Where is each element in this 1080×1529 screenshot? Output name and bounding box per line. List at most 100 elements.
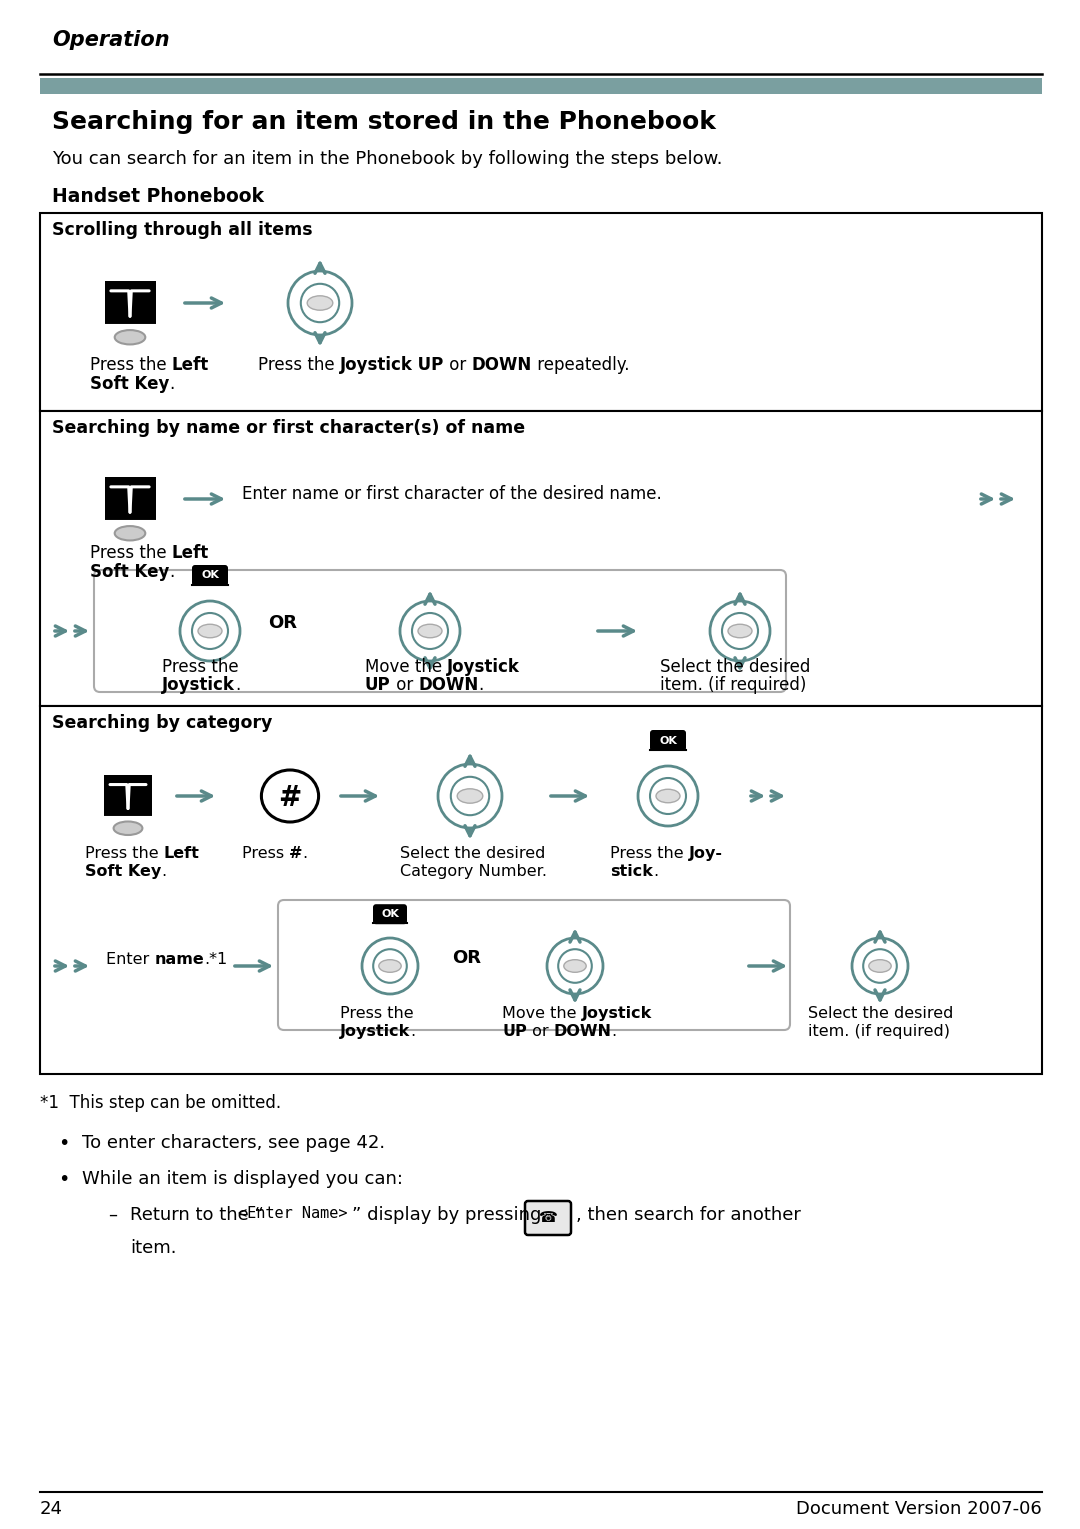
Text: Scrolling through all items: Scrolling through all items	[52, 222, 312, 239]
Text: .: .	[161, 864, 166, 879]
Text: Soft Key: Soft Key	[85, 864, 161, 879]
FancyBboxPatch shape	[40, 213, 1042, 411]
Text: Enter: Enter	[106, 953, 154, 966]
FancyBboxPatch shape	[104, 775, 152, 816]
Text: name: name	[154, 953, 204, 966]
FancyBboxPatch shape	[650, 729, 686, 751]
Circle shape	[558, 950, 592, 983]
Text: #: #	[279, 784, 301, 812]
FancyBboxPatch shape	[40, 706, 1042, 1073]
Text: .: .	[234, 676, 240, 694]
Circle shape	[863, 950, 896, 983]
FancyBboxPatch shape	[40, 411, 1042, 706]
Circle shape	[638, 766, 698, 826]
Text: item. (if required): item. (if required)	[808, 1024, 950, 1040]
Ellipse shape	[198, 624, 222, 638]
Circle shape	[650, 778, 686, 813]
Text: Left: Left	[172, 356, 210, 375]
Text: Joystick: Joystick	[582, 1006, 652, 1021]
Text: UP: UP	[502, 1024, 527, 1040]
Text: .: .	[611, 1024, 617, 1040]
Text: Left: Left	[164, 846, 200, 861]
Text: .: .	[302, 846, 308, 861]
Text: Move the: Move the	[365, 657, 447, 676]
Text: Select the desired: Select the desired	[400, 846, 545, 861]
Ellipse shape	[418, 624, 442, 638]
FancyBboxPatch shape	[105, 281, 156, 326]
Text: Press: Press	[242, 846, 289, 861]
Text: Document Version 2007-06: Document Version 2007-06	[796, 1500, 1042, 1518]
Text: Joystick: Joystick	[162, 676, 234, 694]
Text: Enter name or first character of the desired name.: Enter name or first character of the des…	[242, 485, 662, 503]
Circle shape	[450, 777, 489, 815]
Text: Select the desired: Select the desired	[660, 657, 810, 676]
Text: Return to the “: Return to the “	[130, 1206, 264, 1225]
Text: ” display by pressing: ” display by pressing	[352, 1206, 541, 1225]
FancyBboxPatch shape	[192, 566, 228, 586]
Ellipse shape	[728, 624, 752, 638]
Circle shape	[852, 937, 908, 994]
Text: Category Number.: Category Number.	[400, 864, 546, 879]
Ellipse shape	[261, 771, 319, 823]
Text: Joystick: Joystick	[340, 1024, 410, 1040]
Text: Press the: Press the	[85, 846, 164, 861]
Text: OK: OK	[201, 570, 219, 581]
Text: .: .	[170, 375, 175, 393]
Text: Move the: Move the	[502, 1006, 582, 1021]
Circle shape	[301, 284, 339, 323]
Text: OK: OK	[381, 910, 399, 919]
Text: Handset Phonebook: Handset Phonebook	[52, 187, 264, 206]
Text: Joy-: Joy-	[689, 846, 723, 861]
Ellipse shape	[457, 789, 483, 803]
Text: Press the: Press the	[90, 544, 172, 563]
Text: .: .	[653, 864, 658, 879]
Text: 24: 24	[40, 1500, 63, 1518]
Text: Operation: Operation	[52, 31, 170, 50]
Ellipse shape	[564, 960, 586, 972]
Text: To enter characters, see page 42.: To enter characters, see page 42.	[82, 1135, 386, 1151]
Text: .: .	[170, 563, 175, 581]
Text: OR: OR	[268, 615, 297, 631]
Text: DOWN: DOWN	[554, 1024, 611, 1040]
Circle shape	[438, 764, 502, 829]
FancyBboxPatch shape	[278, 901, 789, 1031]
Text: .*1: .*1	[204, 953, 228, 966]
Text: repeatedly.: repeatedly.	[531, 356, 630, 375]
Text: <Enter Name>: <Enter Name>	[238, 1206, 348, 1222]
Ellipse shape	[113, 821, 143, 835]
Text: •: •	[58, 1170, 69, 1190]
Circle shape	[710, 601, 770, 661]
Text: Searching by category: Searching by category	[52, 714, 272, 732]
Circle shape	[288, 271, 352, 335]
FancyBboxPatch shape	[105, 477, 156, 521]
Text: .: .	[478, 676, 484, 694]
Text: .: .	[410, 1024, 416, 1040]
Text: Soft Key: Soft Key	[90, 375, 170, 393]
Text: Press the: Press the	[340, 1006, 414, 1021]
Ellipse shape	[656, 789, 680, 803]
Text: Press the: Press the	[258, 356, 340, 375]
Text: Searching by name or first character(s) of name: Searching by name or first character(s) …	[52, 419, 525, 437]
Text: DOWN: DOWN	[418, 676, 478, 694]
Text: Searching for an item stored in the Phonebook: Searching for an item stored in the Phon…	[52, 110, 716, 135]
Text: Press the: Press the	[610, 846, 689, 861]
Text: While an item is displayed you can:: While an item is displayed you can:	[82, 1170, 403, 1188]
FancyBboxPatch shape	[525, 1200, 571, 1235]
Circle shape	[362, 937, 418, 994]
Text: #: #	[289, 846, 302, 861]
Text: –: –	[108, 1206, 117, 1225]
Text: Press the: Press the	[90, 356, 172, 375]
Text: or: or	[444, 356, 472, 375]
Circle shape	[400, 601, 460, 661]
Text: Select the desired: Select the desired	[808, 1006, 954, 1021]
Ellipse shape	[307, 295, 333, 310]
Ellipse shape	[114, 526, 146, 540]
FancyBboxPatch shape	[94, 570, 786, 693]
Text: , then search for another: , then search for another	[576, 1206, 801, 1225]
Circle shape	[180, 601, 240, 661]
Text: stick: stick	[610, 864, 653, 879]
Ellipse shape	[379, 960, 401, 972]
FancyBboxPatch shape	[373, 904, 407, 924]
Circle shape	[374, 950, 407, 983]
Text: *1  This step can be omitted.: *1 This step can be omitted.	[40, 1095, 281, 1112]
